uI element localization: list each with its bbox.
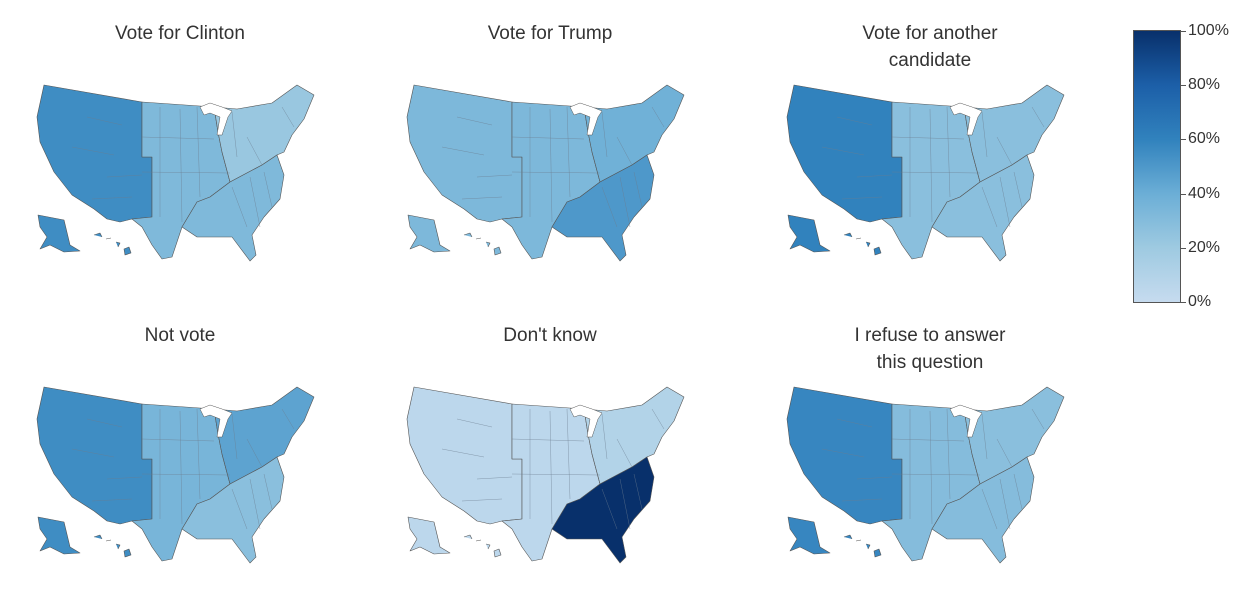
region-west [786,386,903,525]
legend-tick-mark [1181,247,1186,249]
region-west [406,84,523,223]
color-scale-bar [1133,30,1181,303]
region-southeast [931,154,1035,262]
legend-tick-label: 60% [1188,130,1221,148]
region-alaska [37,214,81,253]
region-hawaii [843,534,882,558]
region-northeast [583,386,685,485]
us-choropleth-map [36,386,315,564]
us-choropleth-map [406,84,685,262]
us-choropleth-map [36,84,315,262]
region-west [36,386,153,525]
great-lakes [949,404,983,438]
region-southeast [551,154,655,262]
great-lakes [949,102,983,136]
region-alaska [787,214,831,253]
legend-tick-label: 20% [1188,238,1221,256]
legend-tick-label: 80% [1188,76,1221,94]
state-borders [441,408,665,530]
state-borders [71,408,295,530]
region-hawaii [93,534,132,558]
region-alaska [37,516,81,555]
region-northeast [213,386,315,485]
region-hawaii [463,534,502,558]
region-west [406,386,523,525]
great-lakes [199,102,233,136]
great-lakes [569,404,603,438]
panel-title: Vote for Clinton [115,23,245,44]
region-hawaii [463,232,502,256]
legend-tick-label: 40% [1188,184,1221,202]
region-northeast [583,84,685,183]
region-hawaii [843,232,882,256]
legend-tick-mark [1181,302,1186,303]
us-choropleth-map [786,386,1065,564]
us-choropleth-map [786,84,1065,262]
panel-title: Not vote [144,325,216,346]
region-alaska [407,214,451,253]
panel-title: Don't know [503,325,597,346]
state-borders [821,408,1045,530]
region-southeast [551,456,655,564]
panel-title: Vote for Trump [487,23,613,44]
region-northeast [963,386,1065,485]
panel-title: I refuse to answer this question [854,325,1006,373]
panel-title: Vote for another candidate [862,23,998,71]
region-alaska [787,516,831,555]
us-choropleth-map [406,386,685,564]
legend-tick-mark [1181,193,1186,195]
region-northeast [963,84,1065,183]
region-northeast [213,84,315,183]
legend-tick-label: 100% [1188,22,1229,39]
region-alaska [407,516,451,555]
legend-tick-mark [1181,139,1186,141]
region-west [786,84,903,223]
region-west [36,84,153,223]
legend-tick-label: 0% [1188,293,1212,310]
great-lakes [569,102,603,136]
state-borders [441,106,665,228]
legend-tick-mark [1181,85,1186,87]
legend-tick-mark [1181,31,1186,32]
region-southeast [181,456,285,564]
region-hawaii [93,232,132,256]
state-borders [821,106,1045,228]
region-southeast [931,456,1035,564]
region-southeast [181,154,285,262]
great-lakes [199,404,233,438]
state-borders [71,106,295,228]
